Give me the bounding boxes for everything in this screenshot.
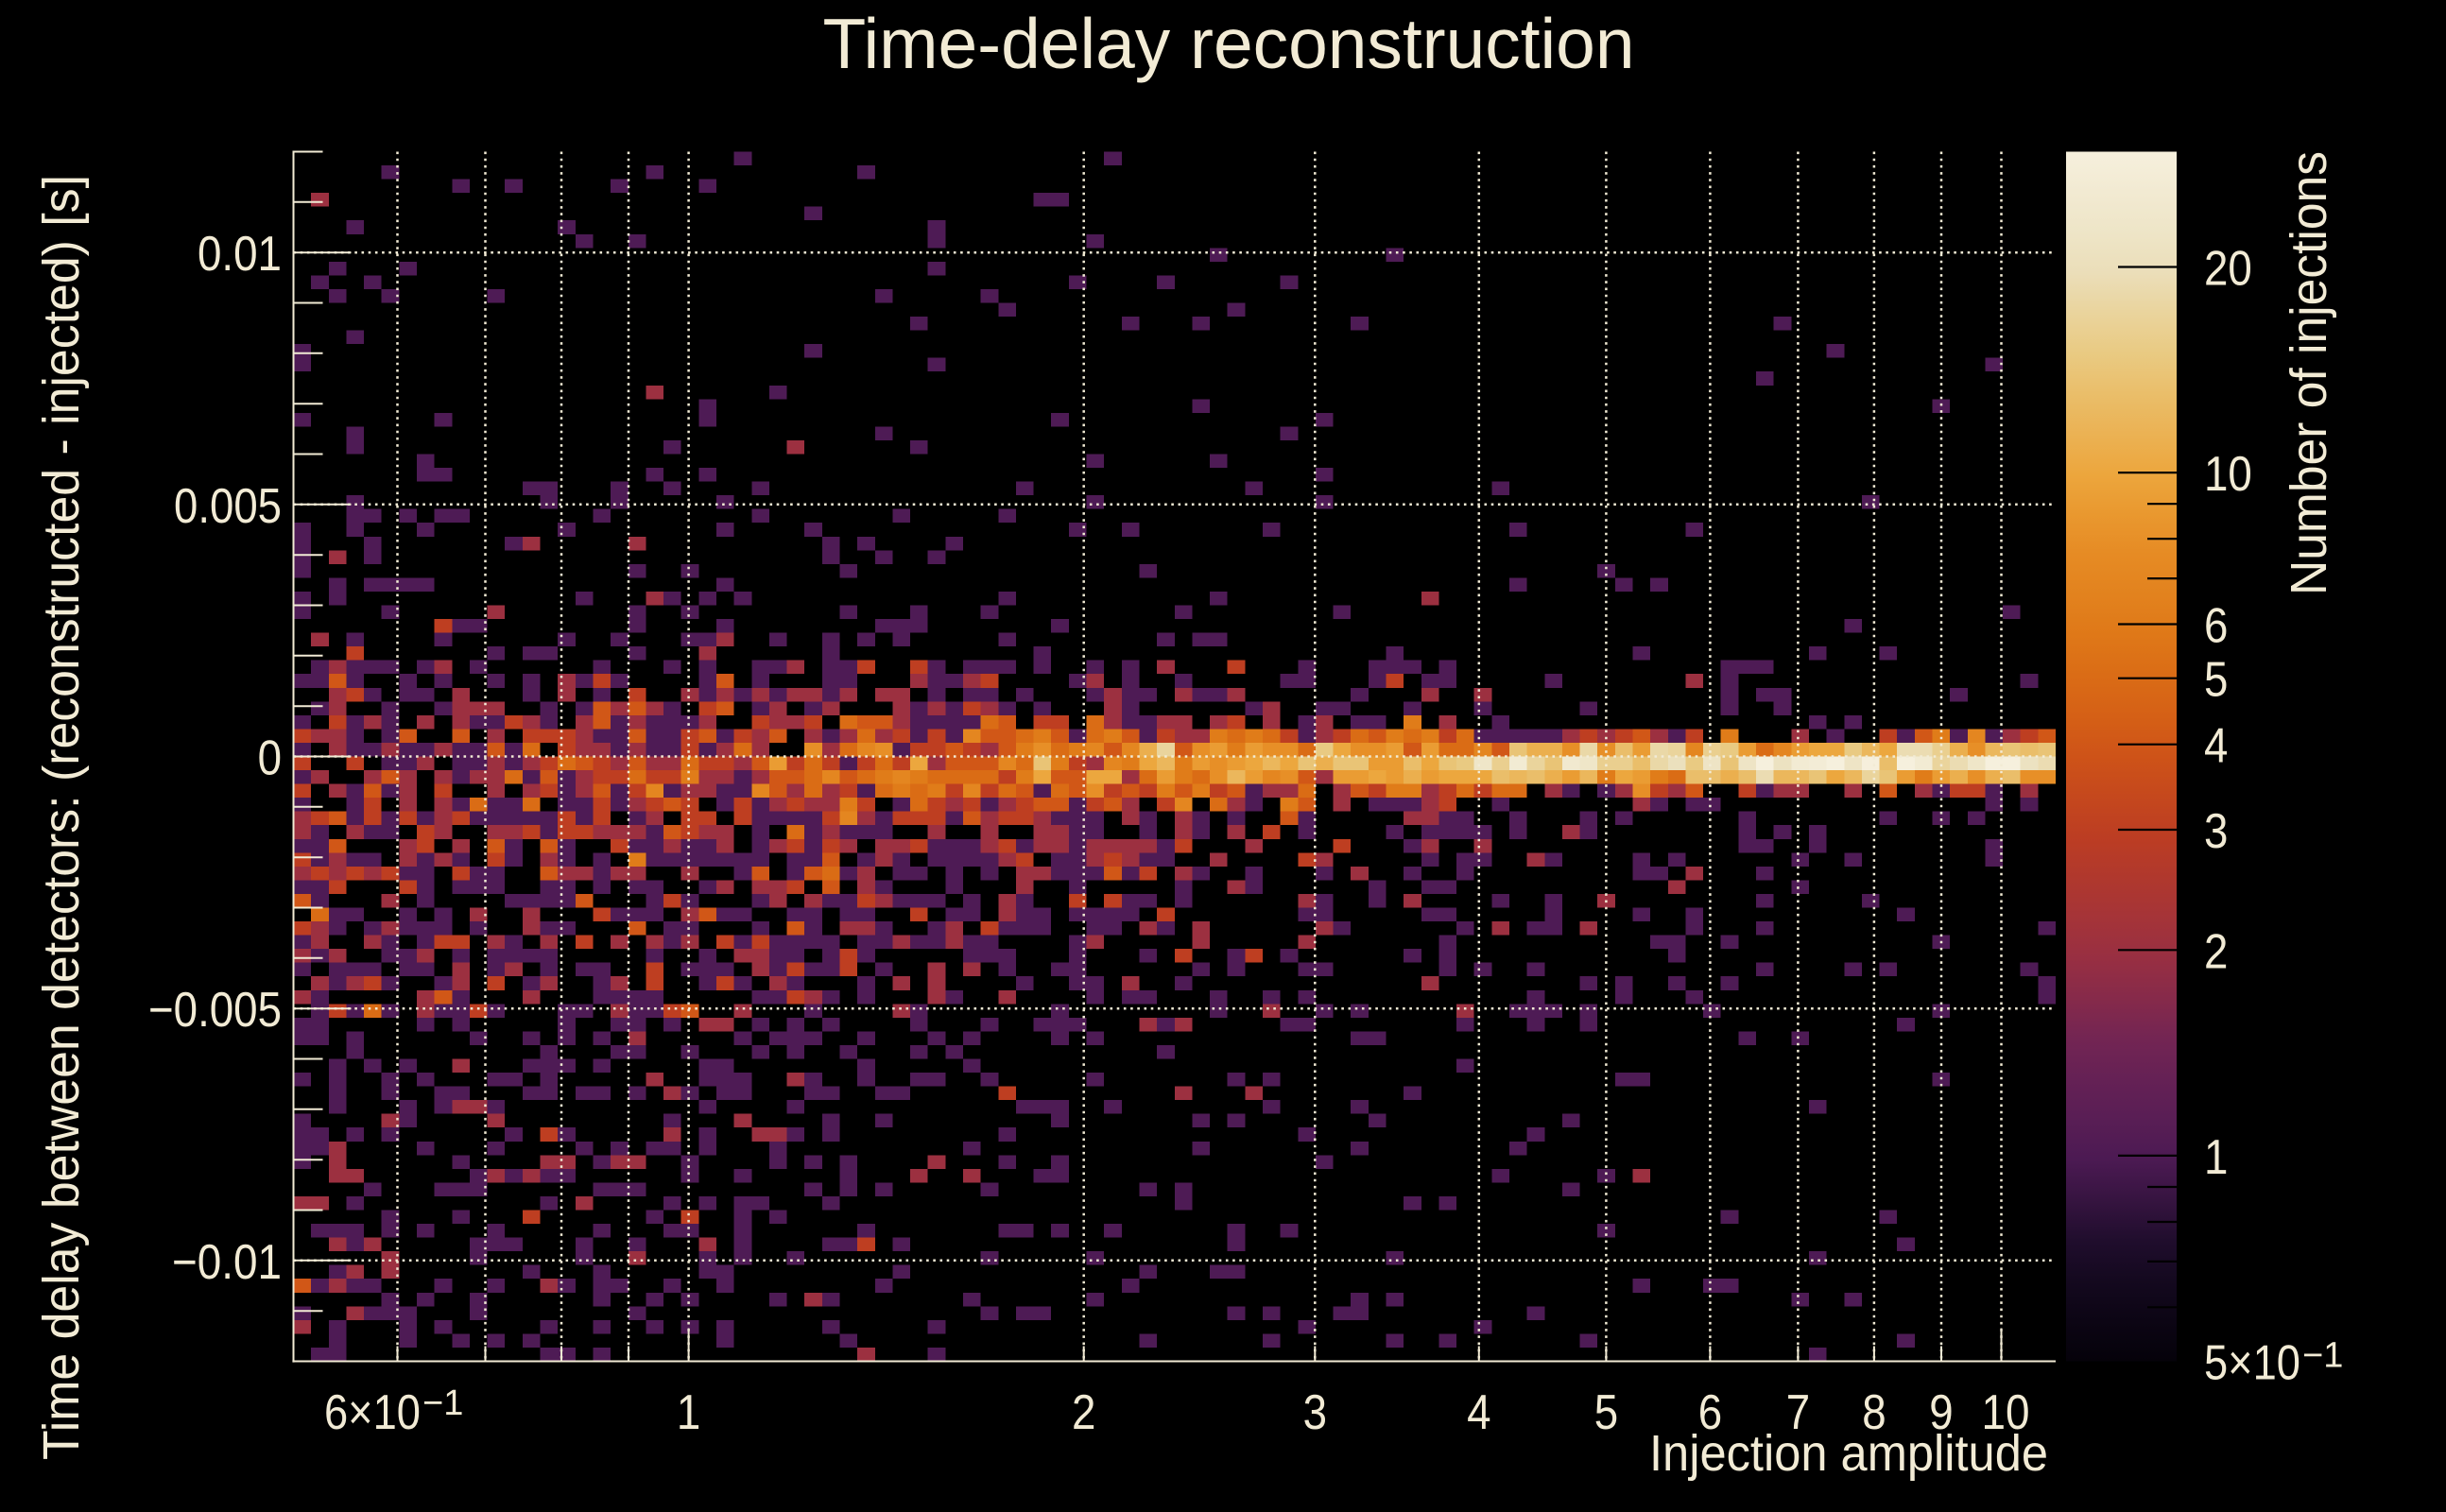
svg-text:9: 9 <box>1929 1385 1953 1440</box>
svg-text:−0.01: −0.01 <box>172 1235 282 1290</box>
svg-text:4: 4 <box>1467 1385 1490 1440</box>
svg-text:3: 3 <box>2204 804 2228 859</box>
svg-text:Time-delay reconstruction: Time-delay reconstruction <box>823 4 1635 83</box>
svg-text:0.01: 0.01 <box>198 227 282 282</box>
svg-text:1: 1 <box>2204 1130 2228 1185</box>
svg-text:1: 1 <box>677 1385 700 1440</box>
svg-text:5: 5 <box>1594 1385 1618 1440</box>
svg-text:3: 3 <box>1303 1385 1327 1440</box>
svg-text:6: 6 <box>1698 1385 1722 1440</box>
svg-text:Injection amplitude: Injection amplitude <box>1649 1425 2048 1482</box>
svg-text:4: 4 <box>2204 719 2228 774</box>
svg-text:−0.005: −0.005 <box>148 983 282 1038</box>
svg-text:8: 8 <box>1862 1385 1886 1440</box>
svg-text:5×10: 5×10 <box>2204 1336 2300 1391</box>
svg-text:7: 7 <box>1786 1385 1810 1440</box>
svg-text:0.005: 0.005 <box>174 479 282 534</box>
svg-text:Time delay between detectors:: Time delay between detectors: (reconstru… <box>33 175 90 1460</box>
svg-text:10: 10 <box>2204 447 2252 502</box>
svg-text:6×10: 6×10 <box>324 1385 421 1440</box>
svg-text:Number of injections: Number of injections <box>2281 151 2337 595</box>
svg-text:2: 2 <box>2204 924 2228 979</box>
svg-text:20: 20 <box>2204 242 2252 297</box>
svg-text:10: 10 <box>1982 1385 2030 1440</box>
svg-text:0: 0 <box>258 731 282 786</box>
svg-text:2: 2 <box>1072 1385 1095 1440</box>
svg-text:6: 6 <box>2204 599 2228 654</box>
svg-text:−1: −1 <box>2302 1336 2343 1376</box>
svg-text:5: 5 <box>2204 653 2228 708</box>
svg-text:−1: −1 <box>422 1383 463 1423</box>
